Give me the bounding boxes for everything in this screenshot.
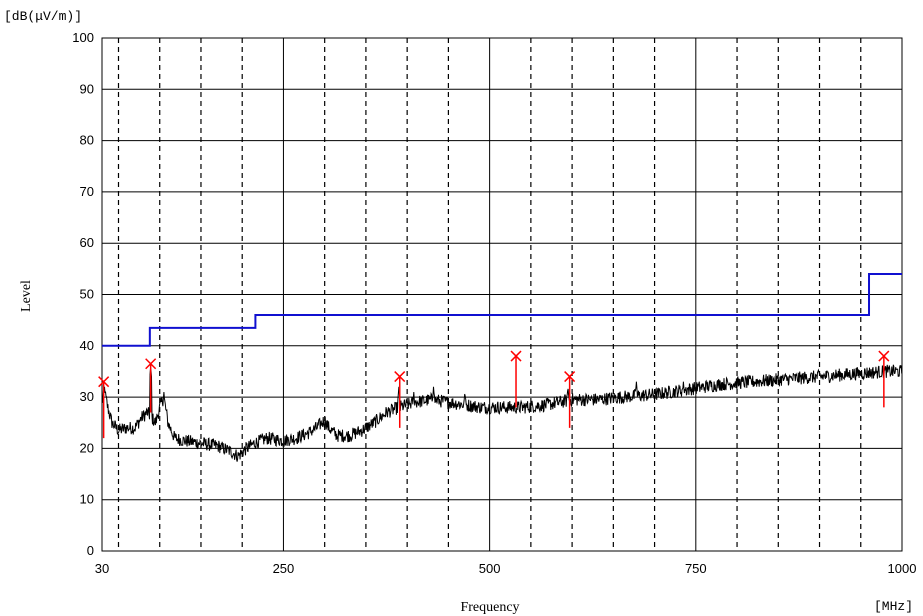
peak-marker bbox=[510, 350, 522, 408]
x-tick-label: 30 bbox=[95, 561, 109, 576]
x-tick-label: 250 bbox=[273, 561, 295, 576]
grid-major bbox=[102, 38, 902, 551]
y-tick-label: 10 bbox=[80, 492, 94, 507]
peak-marker-cross bbox=[394, 371, 406, 383]
peak-marker bbox=[145, 358, 157, 413]
peak-marker-cross bbox=[145, 358, 157, 370]
plot-frame bbox=[101, 37, 903, 552]
limit-line bbox=[102, 272, 902, 347]
y-tick-label: 90 bbox=[80, 81, 94, 96]
x-tick-label: 750 bbox=[685, 561, 707, 576]
y-tick-label: 60 bbox=[80, 235, 94, 250]
y-unit-label: [dB(μV/m)] bbox=[4, 9, 82, 24]
y-tick-label: 30 bbox=[80, 389, 94, 404]
x-tick-label: 500 bbox=[479, 561, 501, 576]
y-tick-label: 70 bbox=[80, 184, 94, 199]
y-axis-label: Level bbox=[19, 280, 34, 312]
y-tick-label: 50 bbox=[80, 287, 94, 302]
y-tick-labels: 0 10 20 30 40 50 60 70 80 90 100 bbox=[72, 30, 94, 558]
peak-marker-cross bbox=[98, 376, 110, 388]
x-tick-label: 1000 bbox=[888, 561, 917, 576]
y-tick-label: 20 bbox=[80, 440, 94, 455]
x-axis-label: Frequency bbox=[460, 600, 519, 615]
y-tick-label: 40 bbox=[80, 338, 94, 353]
peak-marker bbox=[394, 371, 406, 428]
peak-markers bbox=[98, 350, 890, 439]
y-tick-label: 100 bbox=[72, 30, 94, 45]
peak-marker bbox=[98, 376, 110, 439]
peak-marker-cross bbox=[564, 371, 576, 383]
y-tick-label: 0 bbox=[87, 543, 94, 558]
peak-marker bbox=[878, 350, 890, 408]
measured-trace bbox=[101, 364, 903, 462]
y-tick-label: 80 bbox=[80, 133, 94, 148]
peak-marker-cross bbox=[878, 350, 890, 362]
x-tick-labels: 30 250 500 750 1000 bbox=[95, 561, 917, 576]
peak-marker bbox=[564, 371, 576, 428]
x-unit-label: [MHz] bbox=[874, 599, 913, 614]
peak-marker-cross bbox=[510, 350, 522, 362]
